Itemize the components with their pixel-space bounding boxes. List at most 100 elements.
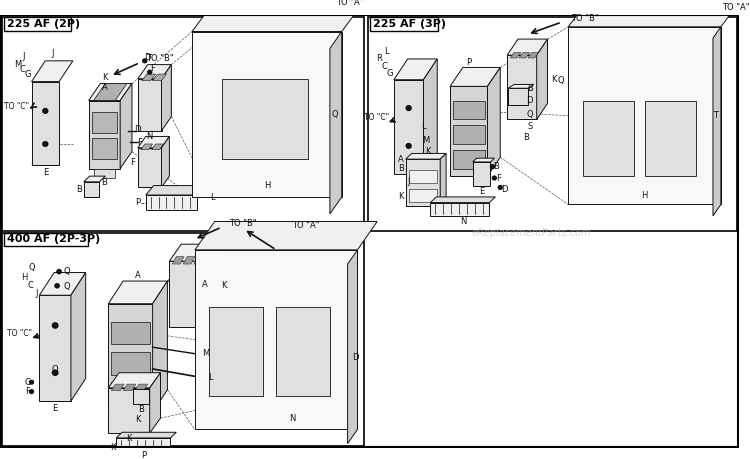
Polygon shape xyxy=(112,413,148,426)
Text: TO "C": TO "C" xyxy=(364,113,388,122)
Text: H: H xyxy=(264,181,270,190)
Text: K: K xyxy=(398,192,404,202)
Polygon shape xyxy=(409,170,437,183)
Polygon shape xyxy=(509,88,528,105)
Text: TO "B": TO "B" xyxy=(146,55,173,63)
Polygon shape xyxy=(170,244,218,261)
Polygon shape xyxy=(146,185,205,195)
Text: J: J xyxy=(51,49,53,58)
Polygon shape xyxy=(40,295,71,401)
Circle shape xyxy=(53,370,58,375)
Bar xyxy=(370,17,438,31)
Polygon shape xyxy=(111,382,150,405)
Circle shape xyxy=(43,109,48,113)
Text: R: R xyxy=(376,55,382,63)
Polygon shape xyxy=(509,84,534,88)
Text: Q: Q xyxy=(28,263,34,272)
Polygon shape xyxy=(161,136,170,187)
Text: Q: Q xyxy=(64,282,70,291)
Polygon shape xyxy=(453,150,484,168)
Text: A: A xyxy=(135,271,141,280)
Polygon shape xyxy=(135,384,148,391)
Text: M: M xyxy=(202,349,209,358)
Polygon shape xyxy=(94,168,116,178)
Polygon shape xyxy=(88,101,120,168)
Polygon shape xyxy=(207,244,218,327)
Polygon shape xyxy=(71,273,86,401)
Polygon shape xyxy=(108,373,160,388)
Polygon shape xyxy=(507,39,548,55)
Polygon shape xyxy=(394,59,437,80)
Polygon shape xyxy=(146,195,197,210)
Polygon shape xyxy=(713,27,721,216)
Text: L: L xyxy=(384,47,388,56)
Bar xyxy=(4,17,71,31)
Text: TO "A": TO "A" xyxy=(292,221,320,230)
Circle shape xyxy=(29,381,34,384)
Polygon shape xyxy=(507,55,537,119)
Polygon shape xyxy=(430,197,495,202)
Polygon shape xyxy=(195,222,377,250)
Text: C: C xyxy=(381,62,387,71)
Text: N: N xyxy=(290,414,296,423)
Text: S: S xyxy=(527,122,532,130)
Text: T: T xyxy=(713,111,718,120)
Text: 225 AF (3P): 225 AF (3P) xyxy=(374,19,446,29)
Text: D: D xyxy=(352,353,358,362)
Polygon shape xyxy=(111,384,124,391)
Polygon shape xyxy=(510,52,521,58)
Circle shape xyxy=(406,106,411,111)
Polygon shape xyxy=(406,159,440,207)
Polygon shape xyxy=(194,257,206,264)
Polygon shape xyxy=(84,182,100,197)
Polygon shape xyxy=(450,67,500,86)
Polygon shape xyxy=(568,27,721,205)
Polygon shape xyxy=(330,32,342,214)
Polygon shape xyxy=(645,101,696,176)
Polygon shape xyxy=(92,112,117,133)
Polygon shape xyxy=(153,281,167,413)
Polygon shape xyxy=(453,101,484,119)
Text: E: E xyxy=(43,168,48,177)
Polygon shape xyxy=(138,65,171,79)
Polygon shape xyxy=(108,304,153,413)
Polygon shape xyxy=(150,373,160,433)
Bar xyxy=(4,233,88,246)
Polygon shape xyxy=(472,158,494,162)
Text: D: D xyxy=(526,96,533,105)
Text: L: L xyxy=(209,373,213,382)
Circle shape xyxy=(29,390,34,393)
Text: D: D xyxy=(501,185,508,194)
Polygon shape xyxy=(221,79,308,159)
Text: D: D xyxy=(134,125,141,134)
Text: G: G xyxy=(24,70,31,78)
Polygon shape xyxy=(172,257,184,264)
Text: B: B xyxy=(101,178,107,187)
Text: 225 AF (2P): 225 AF (2P) xyxy=(7,19,80,29)
Text: H: H xyxy=(22,273,28,282)
Polygon shape xyxy=(440,153,446,207)
Text: N: N xyxy=(146,132,153,141)
Bar xyxy=(2,233,364,447)
Text: A: A xyxy=(202,280,208,289)
Text: Q: Q xyxy=(557,76,564,84)
Polygon shape xyxy=(583,101,634,176)
Polygon shape xyxy=(108,388,150,433)
Polygon shape xyxy=(92,138,117,159)
Text: J: J xyxy=(407,177,410,186)
Text: M: M xyxy=(422,136,429,145)
Polygon shape xyxy=(394,80,424,174)
Polygon shape xyxy=(88,84,132,101)
Polygon shape xyxy=(40,273,86,295)
Text: K: K xyxy=(126,434,132,443)
Text: B: B xyxy=(138,405,144,414)
Polygon shape xyxy=(406,153,446,159)
Circle shape xyxy=(43,142,48,146)
Polygon shape xyxy=(209,307,263,397)
Polygon shape xyxy=(138,136,170,148)
Text: B: B xyxy=(523,133,529,142)
Polygon shape xyxy=(120,84,132,168)
Text: Q: Q xyxy=(332,110,338,119)
Text: TO "B": TO "B" xyxy=(230,219,257,228)
Text: K: K xyxy=(425,147,431,156)
